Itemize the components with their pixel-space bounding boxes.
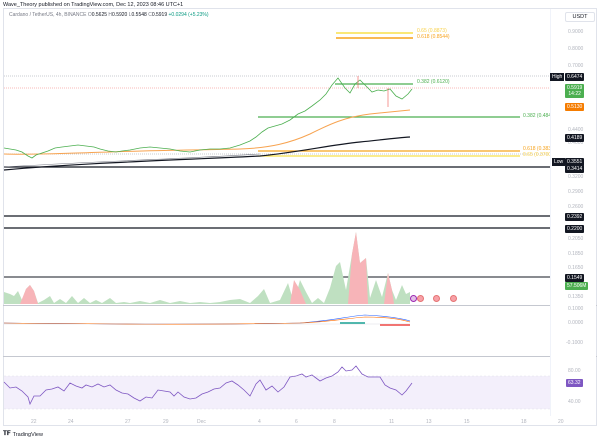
pane-separator-volume[interactable] [3, 305, 597, 306]
price-tick: 0.2900 [568, 189, 584, 195]
high-label: High [550, 73, 565, 81]
low-value: 0.5548 [131, 12, 147, 18]
price-tick: 0.1350 [568, 294, 584, 300]
low-price-tag: 0.3551 [565, 158, 585, 166]
dividend-event-icon[interactable] [410, 295, 417, 302]
macd-tick: 0.0000 [568, 320, 584, 326]
ema-price-tag: 0.5130 [565, 103, 585, 111]
time-tick: 4 [258, 419, 261, 425]
fib-label-0382-mid: 0.382 (0.4844) [523, 113, 556, 119]
price-tick: 0.7000 [568, 63, 584, 69]
support-tag-4: 0.1549 [565, 274, 585, 282]
time-tick: 13 [426, 419, 432, 425]
price-tick: 0.8000 [568, 46, 584, 52]
rsi-value-tag: 63.32 [566, 379, 583, 387]
fib-label-065-top: 0.65 (0.8873) [417, 28, 447, 34]
support-tag-3: 0.2200 [565, 225, 585, 233]
price-tick: 0.3200 [568, 174, 584, 180]
time-tick: 22 [31, 419, 37, 425]
support-tag-1: 0.3414 [565, 165, 585, 173]
last-price: 0.5919 [567, 85, 583, 91]
last-price-tag: 0.5919 14:22 [565, 84, 585, 98]
time-tick: 20 [558, 419, 564, 425]
sma-price-tag: 0.4189 [565, 134, 585, 142]
fib-label-0382-top: 0.382 (0.6120) [417, 79, 450, 85]
macd-tick: 0.1000 [568, 306, 584, 312]
open-value: 0.5625 [91, 12, 108, 18]
time-tick: 27 [125, 419, 131, 425]
time-tick: 24 [68, 419, 74, 425]
price-tick: 0.2600 [568, 204, 584, 210]
fib-label-0618-bot: 0.618 (0.3836) [523, 146, 556, 152]
time-tick: 11 [389, 419, 395, 425]
economic-event-flag-icon[interactable] [433, 295, 440, 302]
price-tick: 0.1650 [568, 265, 584, 271]
support-tag-2: 0.2392 [565, 213, 585, 221]
pane-separator-macd[interactable] [3, 356, 597, 357]
low-label: Low [552, 158, 566, 166]
time-tick: 6 [295, 419, 298, 425]
time-tick: 29 [163, 419, 169, 425]
currency-button[interactable]: USDT [565, 12, 595, 22]
time-tick: 8 [333, 419, 336, 425]
price-tick: 0.4400 [568, 127, 584, 133]
chart-frame [3, 8, 597, 426]
close-value: 0.5919 [151, 12, 168, 18]
price-tick: 0.2050 [568, 236, 584, 242]
time-tick: 18 [521, 419, 527, 425]
high-price-tag: 0.6474 [565, 73, 585, 81]
price-tick: 0.9000 [568, 29, 584, 35]
price-tick: 0.1850 [568, 251, 584, 257]
publish-line: Wave_Theory published on TradingView.com… [3, 2, 184, 8]
macd-tick: -0.1000 [566, 340, 583, 346]
symbol-legend: Cardano / TetherUS, 4h, BINANCE O0.5625 … [9, 12, 209, 18]
economic-event-flag-icon[interactable] [417, 295, 424, 302]
symbol-name[interactable]: Cardano / TetherUS, 4h, BINANCE [9, 12, 87, 18]
rsi-tick: 40.00 [568, 399, 581, 405]
price-tick: 0.4000 [568, 140, 584, 146]
economic-event-flag-icon[interactable] [450, 295, 457, 302]
bar-countdown: 14:22 [568, 91, 581, 97]
rsi-tick: 80.00 [568, 368, 581, 374]
tradingview-logo: 𝐓𝐅 TradingView [3, 431, 43, 438]
change-value: +0.0294 (+5.23%) [168, 12, 209, 18]
time-tick: 15 [464, 419, 470, 425]
tradingview-logo-icon: 𝐓𝐅 [3, 431, 11, 437]
high-value: 0.5920 [112, 12, 128, 18]
volume-tag: 57.506M [565, 282, 589, 290]
fib-label-0618-top: 0.618 (0.8544) [417, 34, 450, 40]
time-tick: Dec [197, 419, 206, 425]
fib-label-065-bot: 0.65 (0.3700) [523, 152, 553, 158]
